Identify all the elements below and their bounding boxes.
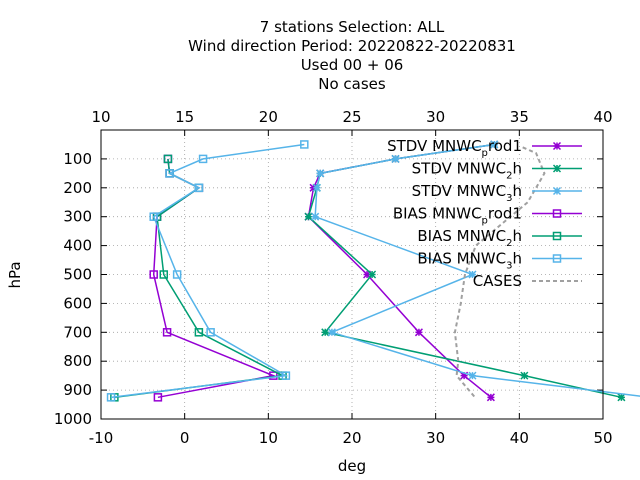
series-bias-mnwc-prod1 bbox=[149, 154, 278, 402]
data-point bbox=[159, 270, 168, 279]
data-point bbox=[165, 169, 174, 178]
x-top-tick-label: 30 bbox=[426, 108, 445, 126]
data-point bbox=[414, 328, 423, 337]
x-axis-label: deg bbox=[338, 457, 366, 475]
data-point bbox=[520, 371, 529, 380]
x-top-tick-label: 35 bbox=[510, 108, 529, 126]
data-point bbox=[460, 371, 469, 380]
series-line bbox=[110, 143, 305, 399]
legend-label: STDV MNWC2h bbox=[412, 160, 522, 182]
data-point bbox=[552, 186, 562, 196]
legend-label: BIAS MNWC2h bbox=[417, 227, 522, 249]
y-tick-label: 1000 bbox=[54, 410, 92, 428]
y-tick-label: 300 bbox=[63, 208, 92, 226]
data-point bbox=[172, 270, 182, 279]
x-bottom-tick-label: 40 bbox=[510, 429, 529, 447]
plot-frame bbox=[100, 129, 604, 420]
x-top-tick-label: 15 bbox=[175, 108, 194, 126]
series-stdv-mnwc-3h bbox=[311, 140, 640, 397]
data-point bbox=[490, 140, 499, 149]
x-bottom-tick-label: 20 bbox=[342, 429, 361, 447]
axis-ticks: -10 0 10 20 30 40 50 10 15 20 25 30 35 40 100 200 300 400… bbox=[54, 108, 613, 447]
grid-lines bbox=[101, 130, 603, 419]
data-point bbox=[391, 154, 400, 163]
data-point bbox=[106, 393, 116, 402]
legend-label: BIAS MNWCprod1 bbox=[393, 205, 522, 227]
legend-label: STDV MNWC3h bbox=[412, 182, 522, 204]
data-point bbox=[304, 212, 313, 221]
title-line: Used 00 + 06 bbox=[301, 56, 404, 74]
data-point bbox=[300, 140, 309, 149]
data-point bbox=[363, 270, 372, 279]
x-bottom-tick-label: 10 bbox=[259, 429, 278, 447]
legend-label: BIAS MNWC3h bbox=[417, 250, 522, 272]
data-point bbox=[149, 270, 158, 279]
x-bottom-tick-label: 0 bbox=[180, 429, 190, 447]
y-tick-label: 200 bbox=[63, 179, 92, 197]
data-point bbox=[312, 183, 321, 192]
series-group bbox=[106, 140, 640, 402]
x-top-tick-label: 40 bbox=[593, 108, 612, 126]
title-line: No cases bbox=[318, 75, 386, 93]
data-point bbox=[552, 254, 562, 263]
data-point bbox=[163, 154, 173, 164]
y-tick-label: 600 bbox=[63, 294, 92, 312]
data-point bbox=[194, 328, 204, 337]
x-top-tick-label: 25 bbox=[342, 108, 361, 126]
data-point bbox=[368, 270, 377, 279]
x-bottom-tick-label: 30 bbox=[426, 429, 445, 447]
legend-label: STDV MNWCprod1 bbox=[387, 137, 522, 159]
data-point bbox=[486, 393, 495, 402]
data-point bbox=[552, 209, 562, 218]
data-point bbox=[194, 183, 204, 193]
data-point bbox=[468, 270, 477, 279]
data-point bbox=[198, 154, 208, 164]
y-tick-label: 100 bbox=[63, 150, 92, 168]
y-tick-label: 700 bbox=[63, 323, 92, 341]
data-point bbox=[206, 328, 215, 337]
y-tick-label: 900 bbox=[63, 381, 92, 399]
data-point bbox=[552, 231, 562, 241]
title-line: 7 stations Selection: ALL bbox=[260, 18, 445, 36]
x-bottom-tick-label: 50 bbox=[593, 429, 612, 447]
y-axis-label: hPa bbox=[6, 261, 24, 288]
y-tick-label: 400 bbox=[63, 237, 92, 255]
data-point bbox=[149, 212, 158, 221]
series-stdv-mnwc-2h bbox=[304, 140, 626, 402]
data-point bbox=[468, 371, 477, 380]
series-bias-mnwc-3h bbox=[106, 140, 309, 402]
data-point bbox=[321, 328, 330, 337]
legend-label: CASES bbox=[473, 272, 522, 290]
data-point bbox=[617, 393, 626, 402]
y-tick-label: 800 bbox=[63, 352, 92, 370]
data-point bbox=[162, 328, 172, 337]
data-point bbox=[281, 371, 291, 380]
x-top-tick-label: 10 bbox=[91, 108, 110, 126]
title-line: Wind direction Period: 20220822-20220831 bbox=[188, 37, 516, 55]
data-point bbox=[153, 393, 163, 402]
data-point bbox=[327, 328, 336, 337]
data-point bbox=[311, 212, 320, 221]
series-bias-mnwc-2h bbox=[110, 154, 287, 402]
series-stdv-mnwc-prod1 bbox=[304, 140, 499, 402]
data-point bbox=[316, 169, 325, 178]
y-tick-label: 500 bbox=[63, 266, 92, 284]
data-point bbox=[552, 141, 562, 151]
x-bottom-tick-label: -10 bbox=[89, 429, 114, 447]
x-top-tick-label: 20 bbox=[259, 108, 278, 126]
data-point bbox=[552, 164, 562, 173]
